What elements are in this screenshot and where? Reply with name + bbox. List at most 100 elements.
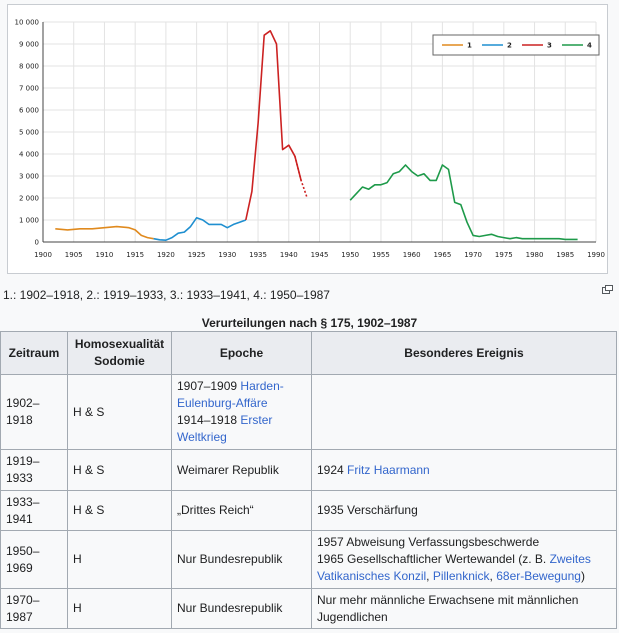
y-tick-label: 7 000 — [19, 85, 39, 93]
y-tick-label: 10 000 — [15, 19, 40, 27]
ereignis-line: 1957 Abweisung Verfassungsbeschwerde — [317, 535, 540, 549]
x-tick-label: 1960 — [403, 251, 421, 259]
zeitraum-end: 1918 — [6, 413, 33, 427]
cell-ereignis: Nur mehr männliche Erwachsene mit männli… — [311, 588, 617, 629]
y-tick-label: 8 000 — [19, 63, 39, 71]
cell-ereignis — [311, 374, 617, 450]
header-zeitraum: Zeitraum — [0, 331, 68, 375]
x-tick-label: 1990 — [587, 251, 605, 259]
epoche-text: 1914–1918 — [177, 413, 241, 427]
legend-box — [432, 34, 600, 56]
table-row: 1919– 1933 H & S Weimarer Republik 1924 F… — [0, 449, 617, 491]
cell-epoche: Nur Bundesrepublik — [171, 588, 312, 629]
y-tick-label: 0 — [35, 239, 39, 247]
table-title: Verurteilungen nach § 175, 1902–1987 — [201, 316, 418, 330]
chart-container: 0 1 000 2 000 3 000 4 000 5 000 6 000 7 000 8 00… — [7, 4, 608, 274]
x-tick-label: 1970 — [464, 251, 482, 259]
y-tick-label: 5 000 — [19, 129, 39, 137]
convictions-table: Zeitraum Homosexualität Sodomie Epoche B… — [0, 331, 617, 629]
chart-legend: 1 2 3 4 — [432, 34, 600, 56]
cell-epoche: Nur Bundesrepublik — [171, 530, 312, 589]
line-chart: 0 1 000 2 000 3 000 4 000 5 000 6 000 7 000 8 00… — [15, 19, 605, 260]
figure-caption: 1.: 1902–1918, 2.: 1919–1933, 3.: 1933–1… — [3, 288, 330, 302]
cell-ereignis: 1935 Verschärfung — [311, 490, 617, 531]
cell-hs: H — [67, 530, 172, 589]
x-tick-label: 1925 — [188, 251, 206, 259]
link-erster-weltkrieg[interactable]: Erster Weltkrieg — [177, 413, 273, 444]
series-line-3 — [245, 29, 302, 221]
ereignis-text: 1965 Gesellschaftlicher Wertewandel (z. … — [317, 552, 550, 566]
cell-epoche: 1907–1909 Harden-Eulenburg-Affäre 1914–1… — [171, 374, 312, 450]
series-line-dashed-3 — [294, 156, 308, 199]
cell-epoche: „Drittes Reich“ — [171, 490, 312, 531]
zeitraum-start: 1950– — [6, 543, 40, 558]
link-zweites-vatikanisches-konzil[interactable]: Zweites Vatikanisches Konzil — [317, 552, 591, 583]
header-homo-line1: Homosexualität — [74, 337, 165, 351]
cell-zeitraum: 1950– 1969 — [0, 530, 68, 589]
y-tick-label: 6 000 — [19, 107, 39, 115]
zeitraum-start: 1933– — [6, 494, 40, 509]
cell-hs: H — [67, 588, 172, 629]
legend-label-4: 4 — [587, 42, 592, 50]
y-tick-label: 2 000 — [19, 195, 39, 203]
x-tick-label: 1985 — [556, 251, 574, 259]
separator: , — [489, 569, 497, 583]
table-header-row: Zeitraum Homosexualität Sodomie Epoche B… — [0, 331, 617, 375]
x-tick-label: 1940 — [280, 251, 298, 259]
zeitraum-end: 1987 — [6, 609, 33, 624]
cell-ereignis: 1924 Fritz Haarmann — [311, 449, 617, 491]
x-tick-label: 1930 — [218, 251, 236, 259]
cell-hs: H & S — [67, 449, 172, 491]
zeitraum-start: 1970– — [6, 592, 40, 607]
y-tick-label: 9 000 — [19, 41, 39, 49]
x-tick-label: 1935 — [249, 251, 267, 259]
x-tick-label: 1975 — [495, 251, 513, 259]
header-ereignis: Besonderes Ereignis — [311, 331, 617, 375]
link-pillenknick[interactable]: Pillenknick — [432, 569, 490, 583]
legend-label-2: 2 — [507, 42, 512, 50]
closing-paren: ) — [580, 569, 585, 583]
table-row: 1933– 1941 H & S „Drittes Reich“ 1935 Ver… — [0, 490, 617, 531]
y-tick-label: 4 000 — [19, 151, 39, 159]
cell-hs: H & S — [67, 374, 172, 450]
x-tick-label: 1905 — [65, 251, 83, 259]
cell-zeitraum: 1933– 1941 — [0, 490, 68, 531]
series-line-1 — [55, 225, 154, 240]
cell-hs: H & S — [67, 490, 172, 531]
table-row: 1970– 1987 H Nur Bundesrepublik Nur mehr … — [0, 588, 617, 629]
link-harden-eulenburg[interactable]: Harden-Eulenburg-Affäre — [177, 379, 284, 410]
legend-label-1: 1 — [467, 42, 472, 50]
series-line-4 — [349, 164, 578, 241]
legend-label-3: 3 — [547, 42, 552, 50]
zeitraum-start: 1919– — [6, 454, 40, 468]
header-homo-line2: Sodomie — [94, 354, 145, 368]
header-homosexualitaet-sodomie: Homosexualität Sodomie — [67, 331, 172, 375]
zeitraum-start: 1902– — [6, 396, 40, 410]
x-tick-label: 1910 — [96, 251, 114, 259]
x-tick-label: 1900 — [34, 251, 52, 259]
x-tick-label: 1915 — [126, 251, 144, 259]
x-tick-label: 1980 — [526, 251, 544, 259]
cell-epoche: Weimarer Republik — [171, 449, 312, 491]
cell-zeitraum: 1919– 1933 — [0, 449, 68, 491]
zeitraum-end: 1933 — [6, 471, 33, 485]
table-row: 1950– 1969 H Nur Bundesrepublik 1957 Abwe… — [0, 530, 617, 589]
x-tick-label: 1965 — [433, 251, 451, 259]
x-tick-label: 1920 — [157, 251, 175, 259]
cell-ereignis: 1957 Abweisung Verfassungsbeschwerde 196… — [311, 530, 617, 589]
cell-zeitraum: 1970– 1987 — [0, 588, 68, 629]
x-tick-label: 1945 — [311, 251, 329, 259]
y-tick-label: 3 000 — [19, 173, 39, 181]
link-68er-bewegung[interactable]: 68er-Bewegung — [496, 569, 581, 583]
table-row: 1902– 1918 H & S 1907–1909 Harden-Eulenbu… — [0, 374, 617, 450]
y-tick-label: 1 000 — [19, 217, 39, 225]
enlarge-icon[interactable] — [602, 285, 613, 294]
link-fritz-haarmann[interactable]: Fritz Haarmann — [347, 462, 430, 477]
ereignis-text: 1924 — [317, 462, 348, 477]
header-epoche: Epoche — [171, 331, 312, 375]
zeitraum-end: 1941 — [6, 511, 33, 526]
x-tick-label: 1955 — [372, 251, 390, 259]
x-tick-label: 1950 — [341, 251, 359, 259]
series-line-2 — [153, 217, 247, 241]
zeitraum-end: 1969 — [6, 560, 33, 575]
